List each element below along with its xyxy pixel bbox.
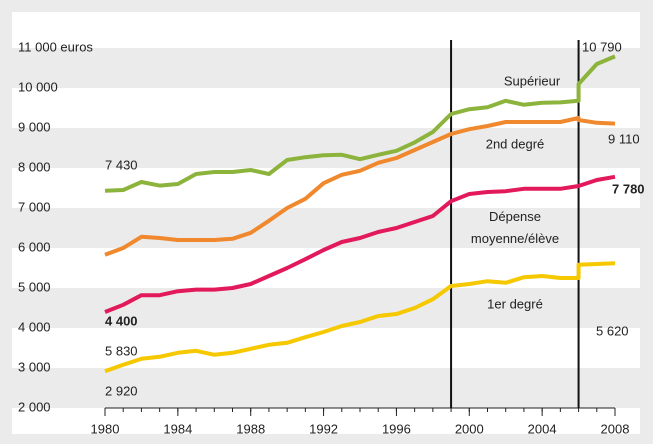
series-name: Dépense moyenne/élève: [471, 209, 559, 246]
band: [12, 208, 640, 248]
band: [12, 368, 640, 408]
value-label: 5 620: [596, 323, 629, 338]
y-tick-label: 9 000: [18, 119, 51, 134]
value-label: 9 110: [608, 131, 640, 146]
y-tick-label: 3 000: [18, 359, 51, 374]
value-label: 2 920: [105, 383, 138, 398]
x-tick-label: 1984: [163, 421, 192, 436]
value-label: 5 830: [105, 343, 138, 358]
value-label: 4 400: [105, 313, 138, 328]
x-tick-label: 1992: [309, 421, 338, 436]
value-label: 7 780: [612, 181, 645, 196]
series-line: [104, 54, 616, 193]
y-tick-label: 7 000: [18, 199, 51, 214]
x-tick-label: 1988: [236, 421, 265, 436]
x-tick-label: 2000: [455, 421, 484, 436]
series-line: [104, 174, 616, 314]
x-tick-label: 1980: [91, 421, 120, 436]
x-tick-label: 1996: [382, 421, 411, 436]
series-line: [104, 116, 616, 257]
y-tick-label: 10 000: [18, 79, 58, 94]
x-tick-label: 2004: [528, 421, 557, 436]
y-tick-label: 5 000: [18, 279, 51, 294]
band: [12, 48, 640, 88]
y-tick-label: 6 000: [18, 239, 51, 254]
y-tick-label: 8 000: [18, 159, 51, 174]
band: [12, 128, 640, 168]
series-name: 1er degré: [487, 296, 543, 311]
x-tick-label: 2008: [601, 421, 630, 436]
y-tick-label: 2 000: [18, 399, 51, 414]
series-name: 2nd degré: [486, 136, 545, 151]
series-name: Supérieur: [504, 73, 561, 88]
y-tick-label: 11 000 euros: [18, 39, 93, 54]
value-label: 10 790: [582, 39, 622, 54]
value-label: 7 430: [105, 157, 138, 172]
y-tick-label: 4 000: [18, 319, 51, 334]
series-line: [104, 261, 616, 374]
